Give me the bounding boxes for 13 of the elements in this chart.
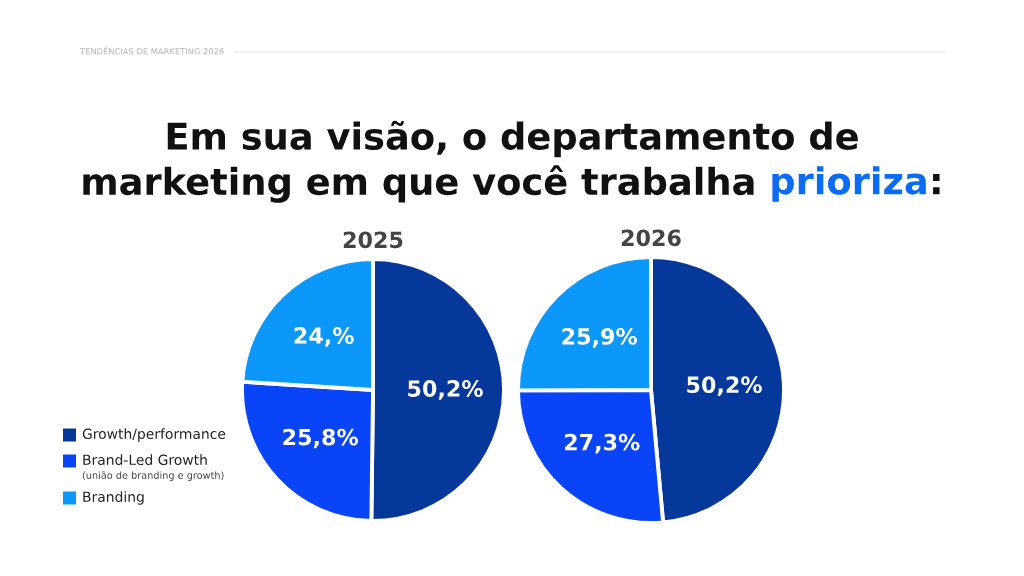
- legend-label: Brand-Led Growth (união de branding e growth): [82, 454, 224, 481]
- data-label: 50,2%: [687, 376, 762, 396]
- text: Em sua visão, o departamento de marketing em que você trabalha prioriza:: [83, 120, 940, 203]
- chart-title: 2025: [343, 231, 403, 249]
- legend-label: Branding: [83, 491, 144, 505]
- data-label: 50,2%: [408, 380, 483, 400]
- data-label: 25,8%: [283, 428, 359, 449]
- chart-title: 2026: [621, 229, 681, 247]
- data-label: 24,%: [294, 327, 354, 347]
- data-label: 25,9%: [562, 327, 638, 348]
- text: TENDÊNCIAS DE MARKETING 2026: [79, 46, 224, 55]
- legend-label: Growth/performance: [82, 428, 226, 442]
- data-label: 27,3%: [564, 433, 640, 454]
